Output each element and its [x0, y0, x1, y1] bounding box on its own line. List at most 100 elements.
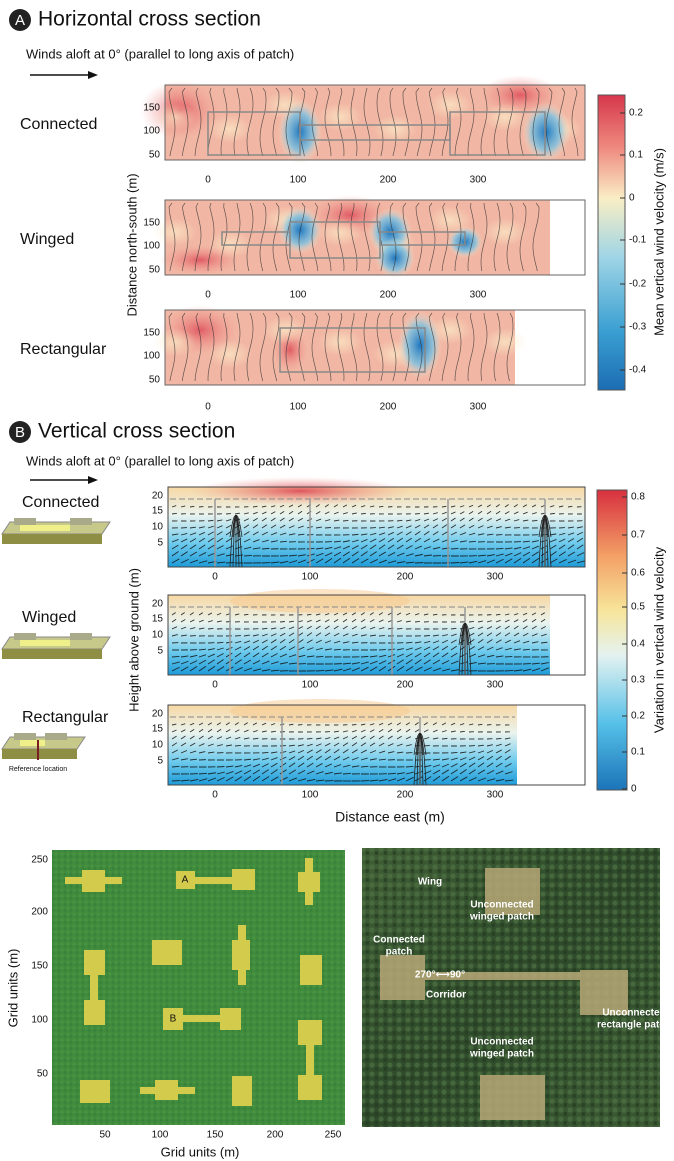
row-label: Winged [22, 609, 76, 626]
wind-vector [451, 562, 459, 563]
wind-vector [208, 628, 213, 629]
panel-title: Horizontal cross section [38, 8, 261, 31]
photo-label: winged patch [469, 912, 534, 923]
row-label: Connected [20, 116, 97, 133]
y-tick-label: 5 [157, 646, 163, 657]
icon-clearing [20, 640, 70, 646]
wind-vector [496, 548, 503, 549]
wind-vector [397, 628, 402, 629]
colorbar-tick-label: -0.2 [629, 279, 647, 290]
colorbar [598, 95, 625, 390]
y-tick-label: 50 [149, 375, 161, 386]
forest-patch [155, 1080, 178, 1100]
y-tick-label: 10 [152, 522, 164, 533]
y-tick-label: 100 [143, 351, 160, 362]
forest-patch [232, 940, 250, 970]
x-tick-label: 300 [470, 402, 487, 413]
colorbar-tick-label: 0 [631, 784, 637, 795]
heat-warm [230, 699, 410, 723]
row-label: Rectangular [20, 341, 107, 358]
icon-block [14, 518, 36, 525]
patch-label: B [170, 1014, 177, 1025]
y-tick-label: 10 [152, 740, 164, 751]
forest-patch [195, 877, 232, 884]
forest-patch [90, 975, 98, 1000]
icon-slab-side [2, 749, 77, 759]
y-tick-label: 150 [143, 328, 160, 339]
x-tick-label: 100 [290, 175, 307, 186]
x-tick-label: 200 [397, 572, 414, 583]
panel-letter: A [15, 12, 25, 29]
wind-vector [406, 766, 413, 767]
forest-patch [232, 869, 255, 890]
x-axis-label: Grid units (m) [161, 1144, 240, 1159]
photo-label: patch [386, 947, 413, 958]
x-tick-label: 300 [487, 680, 504, 691]
colorbar-tick-label: 0.4 [631, 639, 645, 650]
wind-note: Winds aloft at 0° (parallel to long axis… [26, 46, 294, 61]
y-tick-label: 50 [149, 265, 161, 276]
wind-vector [325, 527, 331, 528]
photo-label: 270°⟷90° [415, 970, 465, 981]
colorbar-tick-label: -0.4 [629, 365, 647, 376]
photo-label: Corridor [426, 990, 466, 1001]
colorbar-tick-label: 0.2 [629, 108, 643, 119]
colorbar-tick-label: -0.3 [629, 322, 647, 333]
forest-patch [84, 950, 105, 975]
wind-vector [469, 621, 474, 622]
x-tick-label: 100 [302, 572, 319, 583]
wind-vector [235, 745, 241, 746]
wind-vector [343, 773, 351, 774]
y-tick-label: 100 [143, 126, 160, 137]
wind-vector [208, 520, 213, 521]
wind-vector [253, 506, 257, 507]
x-tick-label: 0 [205, 290, 211, 301]
panel-title: Vertical cross section [38, 420, 235, 443]
x-tick-label: 200 [380, 175, 397, 186]
colorbar-tick-label: -0.1 [629, 235, 647, 246]
wind-vector [361, 656, 368, 657]
row-label: Rectangular [22, 709, 109, 726]
wind-vector [415, 621, 420, 622]
x-tick-label: 200 [380, 290, 397, 301]
photo-label: Wing [418, 877, 442, 888]
x-tick-label: 100 [290, 402, 307, 413]
forest-patch [298, 872, 320, 892]
y-tick-label: 250 [31, 855, 48, 866]
icon-slab-side [2, 534, 102, 544]
x-tick-label: 50 [99, 1130, 111, 1141]
y-tick-label: 150 [143, 103, 160, 114]
y-tick-label: 15 [152, 614, 164, 625]
y-tick-label: 20 [152, 491, 164, 502]
y-tick-label: 15 [152, 506, 164, 517]
wind-vector [505, 670, 513, 671]
wind-vector [307, 738, 312, 739]
forest-patch [152, 940, 182, 965]
forest-patch [80, 1080, 110, 1103]
heat-pale [483, 103, 527, 131]
photo-label: rectangle patch [597, 1020, 671, 1031]
y-tick-label: 150 [143, 218, 160, 229]
wind-vector [172, 656, 179, 657]
heat-pale [483, 328, 527, 356]
x-tick-label: 200 [267, 1130, 284, 1141]
y-tick-label: 50 [149, 150, 161, 161]
icon-clearing [20, 740, 45, 746]
x-tick-label: 0 [205, 175, 211, 186]
x-tick-label: 100 [302, 680, 319, 691]
heat-pale [208, 340, 252, 368]
wind-vector [532, 520, 537, 521]
colorbar-tick-label: 0.8 [631, 492, 645, 503]
icon-block [45, 733, 67, 740]
row-label: Connected [22, 494, 99, 511]
wind-vector [352, 724, 356, 725]
x-tick-label: 0 [205, 402, 211, 413]
x-tick-label: 250 [325, 1130, 342, 1141]
y-axis-label: Height above ground (m) [126, 568, 141, 712]
y-tick-label: 200 [31, 907, 48, 918]
icon-clearing [20, 525, 70, 531]
colorbar-tick-label: 0.6 [631, 568, 645, 579]
wind-vector [343, 520, 348, 521]
x-tick-label: 0 [212, 680, 218, 691]
photo-label: Unconnected [602, 1008, 665, 1019]
